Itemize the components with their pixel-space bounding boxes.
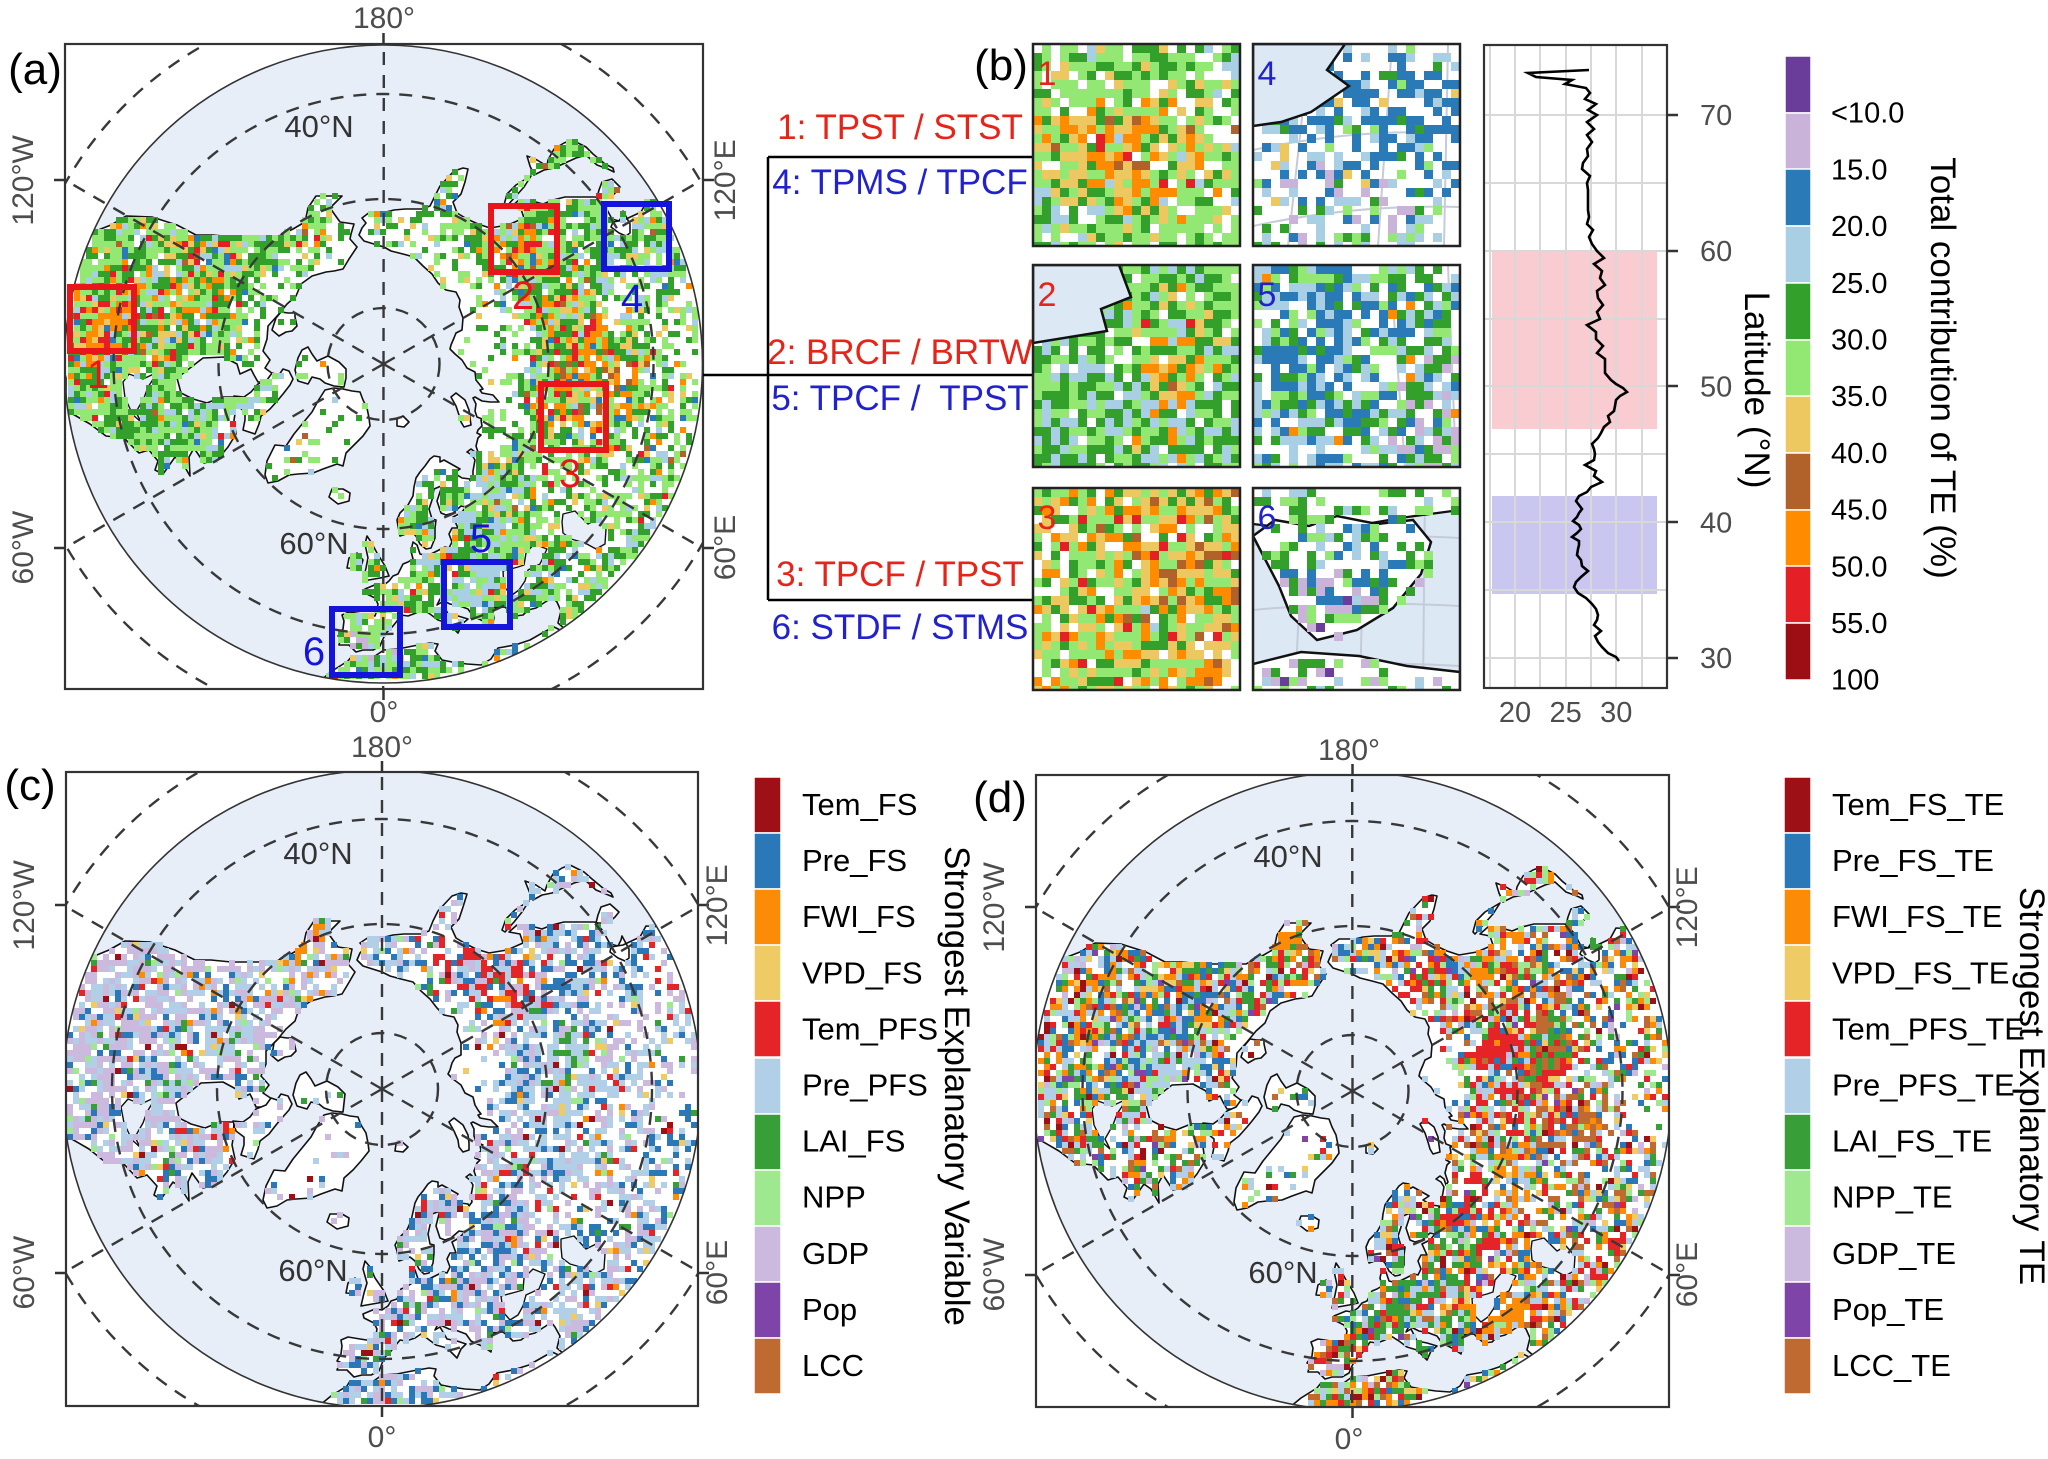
svg-text:FWI_FS_TE: FWI_FS_TE <box>1832 899 2003 934</box>
svg-text:Pop_TE: Pop_TE <box>1832 1292 1944 1327</box>
svg-text:60°N: 60°N <box>278 1253 347 1288</box>
svg-text:5: 5 <box>470 517 492 561</box>
svg-text:70: 70 <box>1700 100 1732 132</box>
svg-text:NPP: NPP <box>802 1180 866 1215</box>
svg-text:Tem_FS_TE: Tem_FS_TE <box>1832 787 2004 822</box>
svg-text:25: 25 <box>1549 697 1581 729</box>
svg-text:120°W: 120°W <box>7 135 40 226</box>
svg-text:50: 50 <box>1700 372 1732 404</box>
svg-text:(c): (c) <box>4 761 55 810</box>
svg-text:4: TPMS / TPCF: 4: TPMS / TPCF <box>772 163 1027 202</box>
svg-text:0°: 0° <box>370 696 399 729</box>
svg-text:20.0: 20.0 <box>1831 211 1887 243</box>
svg-text:60°W: 60°W <box>978 1237 1011 1311</box>
svg-text:40°N: 40°N <box>284 109 353 144</box>
svg-text:50.0: 50.0 <box>1831 551 1887 583</box>
svg-text:6: STDF / STMS: 6: STDF / STMS <box>772 608 1029 647</box>
svg-text:Tem_FS: Tem_FS <box>802 787 917 822</box>
svg-text:2: 2 <box>512 274 534 318</box>
svg-text:60°E: 60°E <box>701 1240 734 1305</box>
svg-text:3: 3 <box>1038 499 1057 537</box>
svg-text:LCC: LCC <box>802 1348 864 1383</box>
svg-text:GDP_TE: GDP_TE <box>1832 1236 1956 1271</box>
svg-text:Pre_FS_TE: Pre_FS_TE <box>1832 843 1994 878</box>
svg-text:(d): (d) <box>973 773 1027 822</box>
svg-text:120°W: 120°W <box>978 862 1011 953</box>
svg-text:Strongest Explanatory TE: Strongest Explanatory TE <box>2012 887 2048 1285</box>
svg-text:0°: 0° <box>368 1421 397 1454</box>
svg-text:15.0: 15.0 <box>1831 154 1887 186</box>
svg-text:LAI_FS_TE: LAI_FS_TE <box>1832 1124 1992 1159</box>
svg-text:GDP: GDP <box>802 1236 869 1271</box>
svg-text:LCC_TE: LCC_TE <box>1832 1348 1951 1383</box>
svg-text:4: 4 <box>621 277 643 321</box>
svg-text:2: BRCF / BRTW: 2: BRCF / BRTW <box>767 333 1033 372</box>
svg-text:60°W: 60°W <box>8 1235 41 1309</box>
svg-text:35.0: 35.0 <box>1831 381 1887 413</box>
svg-text:4: 4 <box>1258 55 1277 93</box>
svg-text:30: 30 <box>1600 697 1632 729</box>
svg-text:2: 2 <box>1038 276 1057 314</box>
svg-text:40°N: 40°N <box>1253 839 1322 874</box>
svg-text:Tem_PFS_TE: Tem_PFS_TE <box>1832 1011 2025 1046</box>
svg-text:1: 1 <box>1038 55 1057 93</box>
svg-text:30.0: 30.0 <box>1831 325 1887 357</box>
svg-text:120°E: 120°E <box>701 864 734 946</box>
svg-text:Pre_FS: Pre_FS <box>802 843 907 878</box>
svg-text:180°: 180° <box>351 731 413 764</box>
svg-text:30: 30 <box>1700 643 1732 675</box>
svg-text:60°N: 60°N <box>1248 1255 1317 1290</box>
svg-text:(a): (a) <box>8 45 62 94</box>
svg-text:40.0: 40.0 <box>1831 438 1887 470</box>
svg-text:VPD_FS_TE: VPD_FS_TE <box>1832 955 2009 990</box>
svg-text:100: 100 <box>1831 665 1879 697</box>
svg-text:55.0: 55.0 <box>1831 608 1887 640</box>
svg-text:45.0: 45.0 <box>1831 495 1887 527</box>
svg-text:NPP_TE: NPP_TE <box>1832 1180 1953 1215</box>
svg-text:60°W: 60°W <box>7 510 40 584</box>
svg-text:Tem_PFS: Tem_PFS <box>802 1011 938 1046</box>
svg-text:20: 20 <box>1499 697 1531 729</box>
svg-text:120°E: 120°E <box>709 139 742 221</box>
svg-text:Pre_PFS_TE: Pre_PFS_TE <box>1832 1068 2015 1103</box>
svg-text:40°N: 40°N <box>283 836 352 871</box>
svg-text:FWI_FS: FWI_FS <box>802 899 916 934</box>
svg-text:180°: 180° <box>353 2 415 35</box>
svg-text:0°: 0° <box>1335 1423 1364 1454</box>
svg-text:6: 6 <box>1258 499 1277 537</box>
svg-text:LAI_FS: LAI_FS <box>802 1124 905 1159</box>
svg-text:Pre_PFS: Pre_PFS <box>802 1068 928 1103</box>
svg-text:60°N: 60°N <box>279 526 348 561</box>
svg-text:60°E: 60°E <box>709 515 742 580</box>
svg-text:Total contribution of TE (%): Total contribution of TE (%) <box>1923 157 1962 579</box>
svg-text:1: 1 <box>87 353 109 397</box>
svg-text:3: 3 <box>559 452 581 496</box>
svg-text:40: 40 <box>1700 507 1732 539</box>
svg-text:120°W: 120°W <box>8 860 41 951</box>
svg-text:6: 6 <box>303 630 325 674</box>
svg-text:Pop: Pop <box>802 1292 857 1327</box>
svg-text:25.0: 25.0 <box>1831 268 1887 300</box>
svg-text:Latitude (°N): Latitude (°N) <box>1737 292 1776 489</box>
svg-text:Strongest Explanatory Variable: Strongest Explanatory Variable <box>937 846 976 1326</box>
svg-text:(b): (b) <box>974 41 1028 90</box>
svg-text:3: TPCF / TPST: 3: TPCF / TPST <box>776 555 1024 594</box>
svg-text:<10.0: <10.0 <box>1831 98 1904 130</box>
svg-text:60: 60 <box>1700 236 1732 268</box>
svg-text:5: 5 <box>1258 276 1277 314</box>
svg-text:1: TPST / STST: 1: TPST / STST <box>777 108 1023 147</box>
svg-text:5: TPCF / TPST: 5: TPCF / TPST <box>771 379 1028 418</box>
svg-text:VPD_FS: VPD_FS <box>802 955 923 990</box>
svg-text:180°: 180° <box>1318 734 1380 767</box>
svg-text:120°E: 120°E <box>1671 866 1704 948</box>
svg-text:60°E: 60°E <box>1671 1242 1704 1307</box>
